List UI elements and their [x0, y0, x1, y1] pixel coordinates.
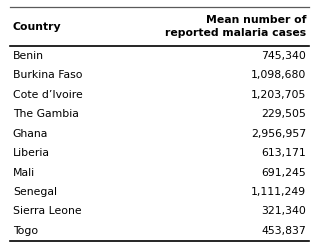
Text: Benin: Benin: [13, 51, 44, 61]
Text: Ghana: Ghana: [13, 129, 48, 139]
Text: 453,837: 453,837: [262, 226, 306, 236]
Text: 1,203,705: 1,203,705: [251, 90, 306, 100]
Text: 321,340: 321,340: [261, 206, 306, 217]
Text: 229,505: 229,505: [261, 109, 306, 119]
Text: Liberia: Liberia: [13, 148, 50, 158]
Text: Cote d’Ivoire: Cote d’Ivoire: [13, 90, 83, 100]
Text: Mali: Mali: [13, 167, 35, 178]
Text: Country: Country: [13, 22, 61, 32]
Text: 1,111,249: 1,111,249: [251, 187, 306, 197]
Text: 691,245: 691,245: [262, 167, 306, 178]
Text: Burkina Faso: Burkina Faso: [13, 70, 82, 80]
Text: 2,956,957: 2,956,957: [251, 129, 306, 139]
Text: 745,340: 745,340: [261, 51, 306, 61]
Text: Sierra Leone: Sierra Leone: [13, 206, 81, 217]
Text: The Gambia: The Gambia: [13, 109, 79, 119]
Text: 613,171: 613,171: [262, 148, 306, 158]
Text: 1,098,680: 1,098,680: [251, 70, 306, 80]
Text: Senegal: Senegal: [13, 187, 57, 197]
Text: Mean number of
reported malaria cases: Mean number of reported malaria cases: [165, 15, 306, 38]
Text: Togo: Togo: [13, 226, 38, 236]
